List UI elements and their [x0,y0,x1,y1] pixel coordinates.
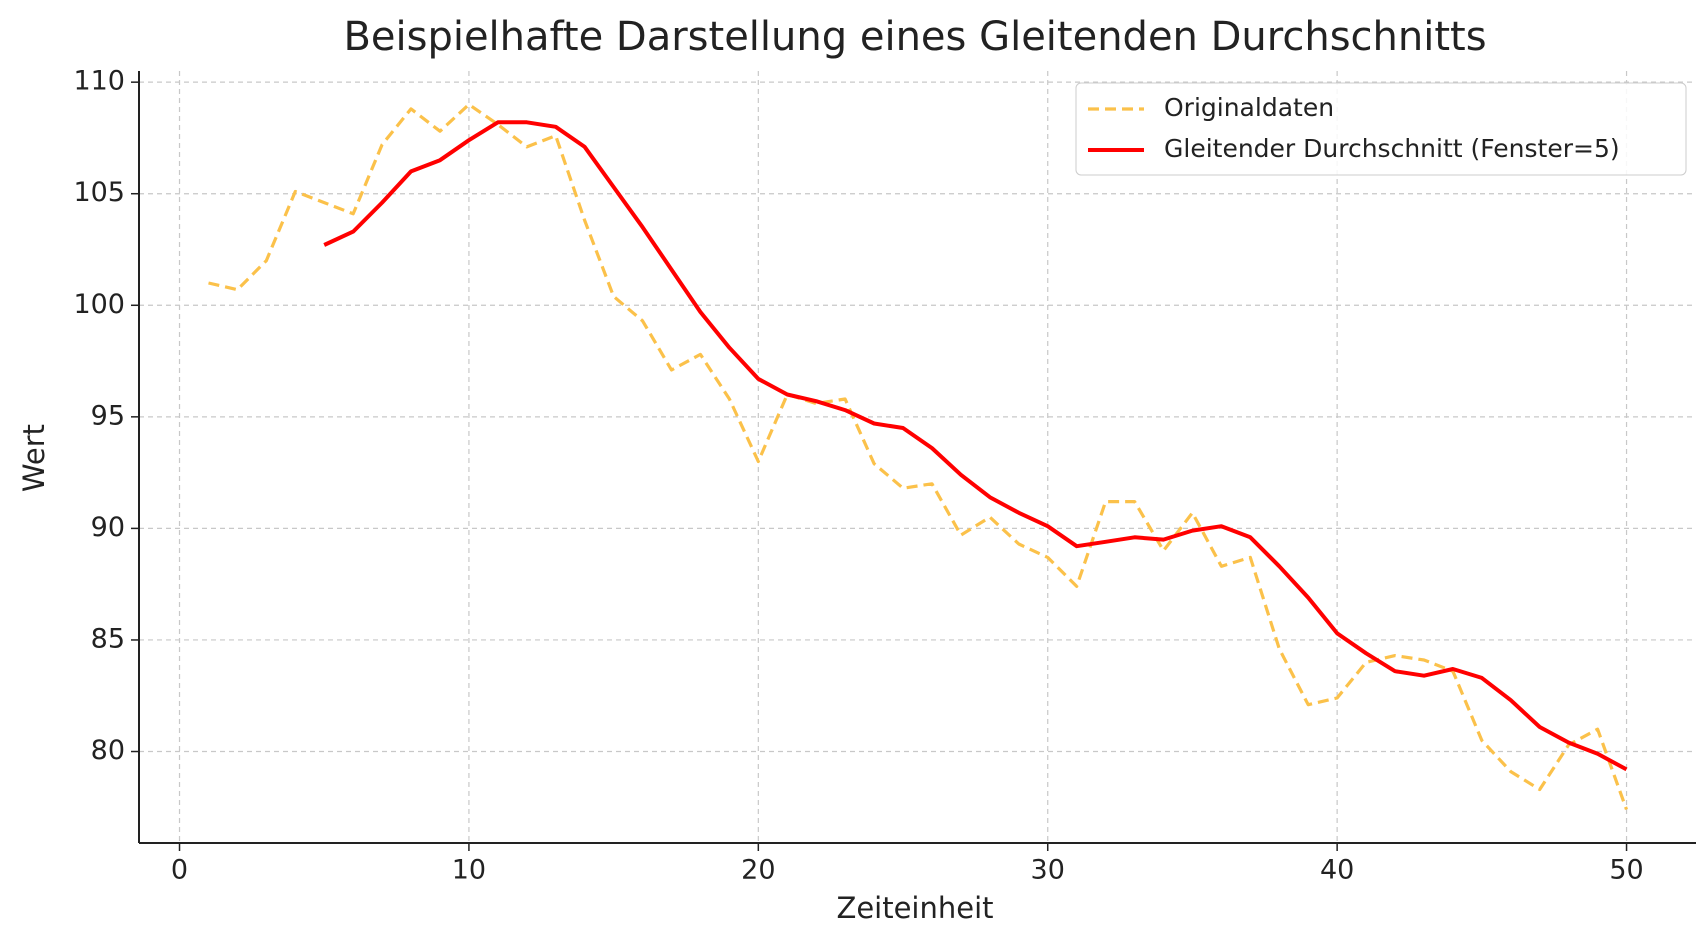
legend-box [1075,82,1687,176]
x-tick-label: 40 [1320,855,1354,886]
legend-label: Originaldaten [1164,93,1334,122]
x-tick-label: 0 [171,855,188,886]
y-tick-label: 80 [91,735,125,766]
legend: Originaldaten Gleitender Durchschnitt (Fe… [1075,82,1687,176]
line-series [208,102,1629,811]
x-axis-label: Zeiteinheit [836,891,993,925]
y-tick-label: 105 [73,177,125,208]
x-tick-label: 10 [452,855,486,886]
x-tick-label: 20 [741,855,775,886]
x-tick-label: 50 [1609,855,1643,886]
legend-label: Gleitender Durchschnitt (Fenster=5) [1164,134,1620,163]
y-tick-label: 85 [91,623,125,654]
y-tick-label: 100 [73,289,125,320]
y-tick-label: 90 [91,512,125,543]
line-series [323,120,1628,772]
y-axis-label: Wert [17,424,51,492]
chart-title: Beispielhafte Darstellung eines Gleitend… [343,14,1486,60]
x-tick-label: 30 [1031,855,1065,886]
y-tick-label: 95 [91,400,125,431]
y-tick-label: 110 [73,66,125,97]
